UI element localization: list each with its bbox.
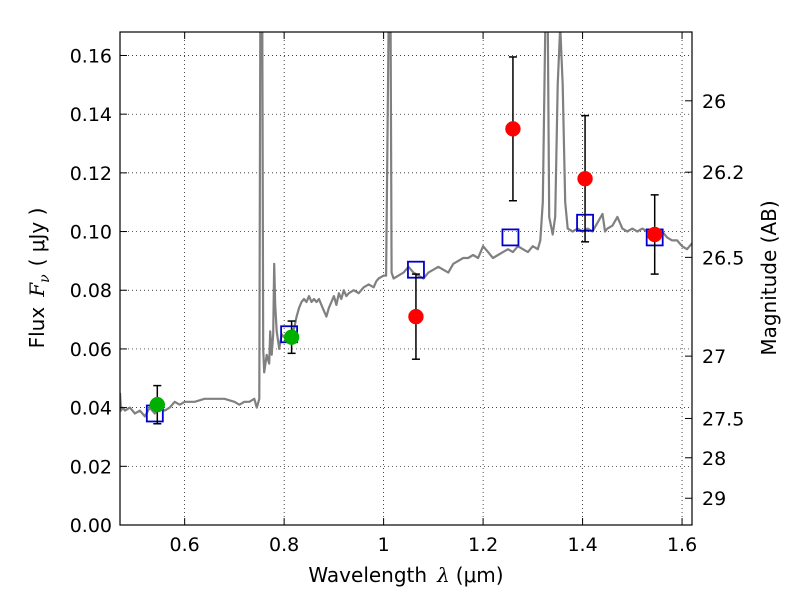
y2-axis-label: Magnitude (AB) <box>757 200 781 355</box>
plot-frame <box>119 31 693 526</box>
plot-area <box>120 32 692 425</box>
y-axis-label: FluxFν( μJy ) <box>25 208 53 349</box>
y2-tick-label: 26 <box>702 91 726 113</box>
y2-tick-label: 27 <box>702 346 726 368</box>
y-tick-label: 0.16 <box>70 45 112 67</box>
data-point-marker <box>149 396 166 413</box>
y-tick-label: 0.12 <box>70 163 112 185</box>
x-tick-label: 1 <box>378 534 390 556</box>
y-tick-label: 0.06 <box>70 339 112 361</box>
y-tick-label: 0.02 <box>70 456 112 478</box>
data-point-marker <box>577 170 593 187</box>
data-point-marker <box>646 226 663 243</box>
spectrum-line <box>120 32 692 418</box>
x-tick-label: 1.2 <box>468 534 498 556</box>
x-tick-label: 0.8 <box>269 534 299 556</box>
y-tick-label: 0.10 <box>70 222 112 244</box>
data-point-marker <box>283 329 300 345</box>
model-square-marker <box>501 228 520 247</box>
y-tick-label: 0.14 <box>70 104 112 126</box>
data-point-marker <box>505 121 521 137</box>
y-tick-label: 0.04 <box>70 398 112 420</box>
y-tick-label: 0.08 <box>70 280 112 302</box>
y2-tick-label: 29 <box>702 488 726 510</box>
y2-tick-label: 26.2 <box>702 162 744 184</box>
x-tick-label: 0.6 <box>170 534 200 556</box>
axis-ticks: 0.6 0.8 1 1.2 1.4 1.6 0.00 0.02 0.04 0.06 0.08 0.10… <box>70 32 744 556</box>
y-tick-label: 0.00 <box>70 515 112 537</box>
y2-tick-label: 28 <box>702 448 726 470</box>
data-point-marker <box>408 308 424 325</box>
x-tick-label: 1.4 <box>567 534 597 556</box>
x-tick-label: 1.6 <box>667 534 697 556</box>
y2-tick-label: 27.5 <box>702 408 744 430</box>
y2-tick-label: 26.5 <box>702 247 744 269</box>
x-axis-label: Wavelength λ (μm) <box>308 563 503 587</box>
